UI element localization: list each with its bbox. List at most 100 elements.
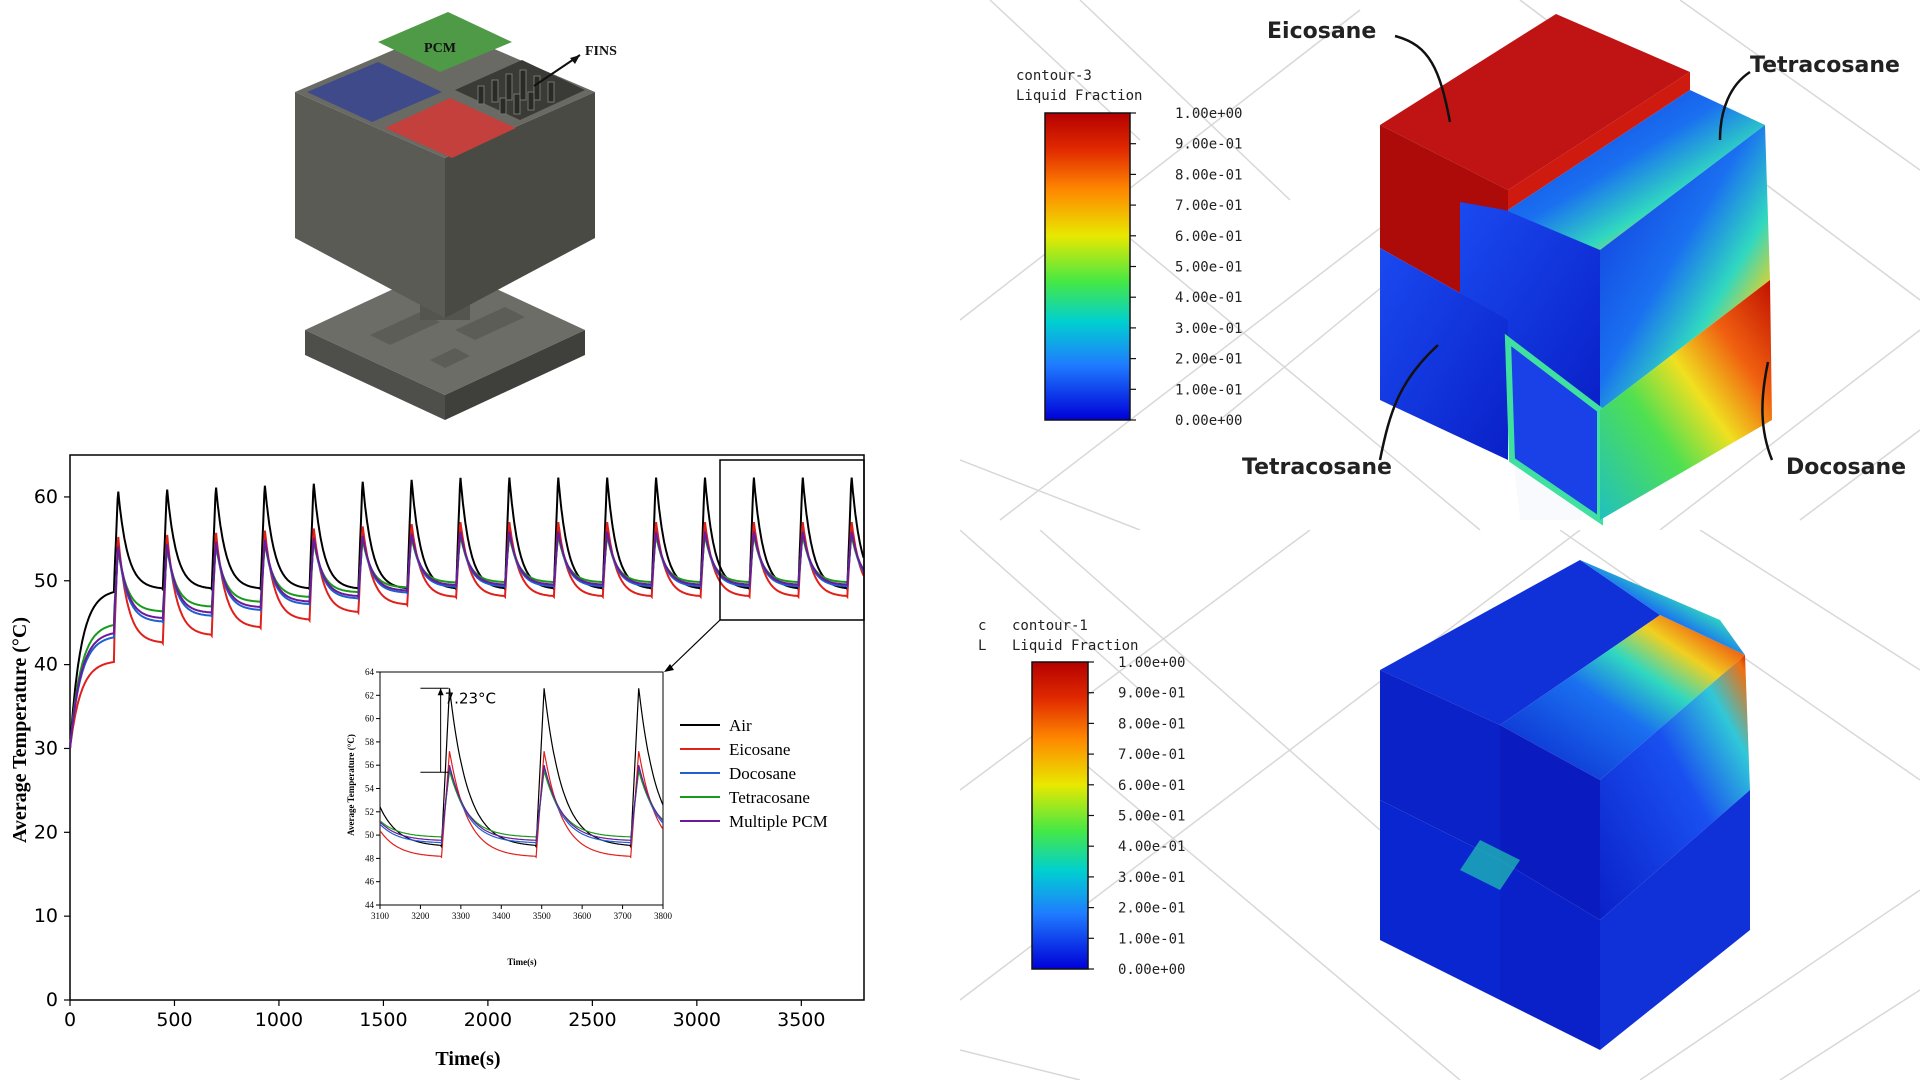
label-docosane: Docosane (1786, 455, 1906, 480)
colorbar-tick-label: 0.00e+00 (1118, 962, 1185, 978)
temperature-line-chart: 0 500 1000 1500 2000 2500 3000 3500 0 10 20 30 40 50 6… (9, 454, 865, 1070)
label-tetracosane-bottom: Tetracosane (1242, 455, 1392, 480)
tetracosane-bottom-left (1380, 248, 1508, 460)
y-axis-label: Average Temperature (°C) (9, 617, 31, 843)
fins (477, 69, 555, 115)
delta-annotation-label: 7.23°C (445, 689, 496, 707)
colorbar-tick-label: 3.00e-01 (1175, 321, 1242, 337)
label-tetracosane-top: Tetracosane (1750, 53, 1900, 78)
inset-y-tick-label: 46 (365, 877, 375, 887)
x-tick-label: 3500 (777, 1009, 825, 1031)
contour-bottom-colorbar (1031, 661, 1089, 970)
inset-x-tick-label: 3500 (533, 911, 552, 921)
inset-y-tick-label: 52 (365, 807, 374, 817)
base-left (305, 330, 445, 420)
x-tick-label: 3000 (673, 1009, 721, 1031)
contour-top-scale: 1.00e+00 9.00e-01 8.00e-01 7.00e-01 6.00e-01… (1130, 106, 1242, 429)
base-slot-3 (430, 348, 470, 368)
colorbar-tick-label: 9.00e-01 (1118, 686, 1185, 702)
pcm-cube-bottom (1380, 560, 1750, 1050)
inset-y-tick-label: 48 (365, 853, 375, 863)
pcm-label: PCM (424, 41, 456, 56)
inset-x-tick-label: 3800 (654, 911, 673, 921)
inset-chart: 3100 3200 3300 3400 3500 3600 3700 3800 44 46 48 50… (346, 667, 673, 967)
docosane-right-face (1600, 280, 1772, 520)
colorbar-tick-label: 0.00e+00 (1175, 413, 1242, 429)
y-tick-label: 60 (34, 486, 58, 508)
inset-y-tick-label: 62 (365, 690, 374, 700)
chart-legend: Air Eicosane Docosane Tetracosane Multiple P… (680, 716, 828, 831)
box-right (445, 92, 595, 318)
y-tick-label: 50 (34, 570, 58, 592)
x-tick-label: 2500 (568, 1009, 616, 1031)
contour-top-title: contour-3 (1016, 68, 1092, 84)
inset-series-line-air (380, 688, 663, 849)
cad-model-illustration: PCM FINS (295, 12, 617, 420)
contour-top-illustration: contour-3 Liquid Fraction 1.00e+00 9.00e-… (960, 0, 1920, 530)
inset-x-axis-label: Time(s) (507, 957, 536, 967)
label-eicosane: Eicosane (1267, 19, 1376, 44)
delta-arrow-head (437, 688, 444, 696)
inset-y-axis-label: Average Temperature (°C) (346, 734, 356, 836)
inset-series-line-tetracosane (380, 770, 663, 839)
colorbar-tick-label: 1.00e+00 (1118, 655, 1185, 671)
colorbar-tick-label: 8.00e-01 (1118, 716, 1185, 732)
colorbar-tick-label: 5.00e-01 (1175, 260, 1242, 276)
legend-label: Docosane (729, 764, 796, 783)
colorbar-tick-label: 7.00e-01 (1118, 747, 1185, 763)
pcm-red (385, 98, 516, 158)
inset-x-tick-label: 3100 (371, 911, 390, 921)
colorbar-tick-label: 1.00e-01 (1175, 382, 1242, 398)
zoom-pointer-line (667, 619, 721, 671)
inset-x-tick-label: 3600 (573, 911, 592, 921)
y-tick-label: 10 (34, 905, 58, 927)
colorbar-tick-label: 5.00e-01 (1118, 809, 1185, 825)
base-slot-1 (370, 312, 440, 345)
contour-top-labels: Eicosane Tetracosane Tetracosane Docosan… (1242, 19, 1906, 480)
legend-label: Eicosane (729, 740, 790, 759)
colorbar-tick-label: 9.00e-01 (1175, 137, 1242, 153)
colorbar-tick-label: 2.00e-01 (1118, 901, 1185, 917)
inset-background (380, 672, 663, 905)
liquid-fraction-contour-top: contour-3 Liquid Fraction 1.00e+00 9.00e-… (960, 0, 1920, 530)
contour-top-colorbar (1044, 112, 1131, 421)
y-tick-label: 40 (34, 654, 58, 676)
inset-y-tick-label: 64 (365, 667, 375, 677)
contour-bottom-subtitle: Liquid Fraction (1012, 638, 1138, 654)
colorbar-tick-label: 1.00e+00 (1175, 106, 1242, 122)
x-tick-label: 1000 (255, 1009, 303, 1031)
grid-floor-bottom (960, 530, 1920, 1080)
series-line-multiple-pcm (69, 531, 865, 749)
inset-y-tick-label: 44 (365, 900, 375, 910)
plot-frame (69, 454, 865, 1001)
x-tick-label: 500 (156, 1009, 192, 1031)
colorbar-tick-label: 8.00e-01 (1175, 167, 1242, 183)
base-right (445, 330, 585, 420)
base-slot-2 (455, 307, 525, 340)
legend-label: Multiple PCM (729, 812, 828, 831)
cad-model-panel: PCM FINS (0, 0, 960, 440)
inset-y-tick-label: 56 (365, 760, 375, 770)
liquid-fraction-contour-bottom: c L contour-1 Liquid Fraction 1.00e+00 9.… (960, 530, 1920, 1080)
colorbar-tick-label: 4.00e-01 (1118, 839, 1185, 855)
inset-x-tick-label: 3400 (492, 911, 511, 921)
zoom-region-box (719, 459, 865, 621)
colorbar-tick-label: 7.00e-01 (1175, 198, 1242, 214)
fins-arrow-head (570, 55, 580, 64)
inset-series-line-docosane (380, 767, 663, 845)
temperature-chart-panel: 0 500 1000 1500 2000 2500 3000 3500 0 10 20 30 40 50 6… (0, 440, 960, 1080)
pcm-blue (307, 62, 442, 122)
legend-label: Air (729, 716, 752, 735)
y-tick-label: 0 (46, 989, 58, 1011)
contour-bottom-illustration: c L contour-1 Liquid Fraction 1.00e+00 9.… (960, 530, 1920, 1080)
box-top (295, 28, 595, 158)
x-tick-label: 0 (64, 1009, 76, 1031)
x-axis-label: Time(s) (435, 1048, 500, 1070)
inset-series-line-eicosane (380, 751, 663, 859)
inset-y-tick-label: 50 (365, 830, 375, 840)
x-tick-label: 2000 (464, 1009, 512, 1031)
colorbar-tick-label: 6.00e-01 (1118, 778, 1185, 794)
tetracosane-right-face (1600, 125, 1770, 410)
colorbar-tick-label: 2.00e-01 (1175, 352, 1242, 368)
box-left (295, 92, 445, 318)
